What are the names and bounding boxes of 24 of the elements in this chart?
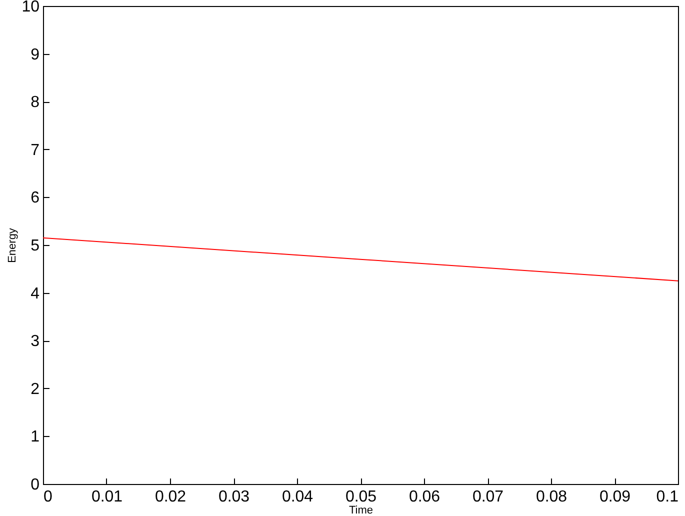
y-tick-label: 4 bbox=[30, 285, 40, 302]
x-tick-label: 0.01 bbox=[91, 488, 123, 506]
x-tick-label: 0.08 bbox=[536, 488, 568, 506]
x-tick-label: 0.07 bbox=[472, 488, 504, 506]
x-tick-label: 0 bbox=[44, 488, 52, 506]
x-tick-label: 0.1 bbox=[656, 488, 679, 506]
x-tick-label: 0.06 bbox=[408, 488, 440, 506]
x-tick-label: 0.03 bbox=[218, 488, 250, 506]
x-tick-label: 0.09 bbox=[599, 488, 631, 506]
y-tick-label: 3 bbox=[30, 333, 40, 350]
y-tick-label: 6 bbox=[30, 190, 40, 207]
y-tick-label: 9 bbox=[30, 46, 40, 64]
y-tick-label: 1 bbox=[30, 428, 40, 446]
y-tick-label: 7 bbox=[30, 142, 40, 159]
x-tick-label: 0.02 bbox=[154, 488, 186, 506]
y-tick-label: 0 bbox=[30, 476, 40, 494]
x-axis-title: Time bbox=[348, 504, 374, 516]
y-tick-label: 2 bbox=[30, 380, 40, 398]
y-tick-label: 5 bbox=[30, 238, 40, 254]
y-tick-label: 10 bbox=[22, 0, 40, 16]
x-tick-label: 0.04 bbox=[282, 488, 314, 506]
x-tick-label: 0.05 bbox=[345, 488, 377, 506]
y-tick-label: 8 bbox=[30, 94, 40, 112]
y-axis-title: Energy bbox=[6, 228, 19, 263]
